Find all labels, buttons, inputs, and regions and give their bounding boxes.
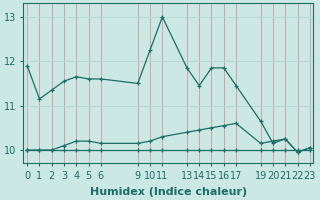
X-axis label: Humidex (Indice chaleur): Humidex (Indice chaleur)	[90, 187, 247, 197]
